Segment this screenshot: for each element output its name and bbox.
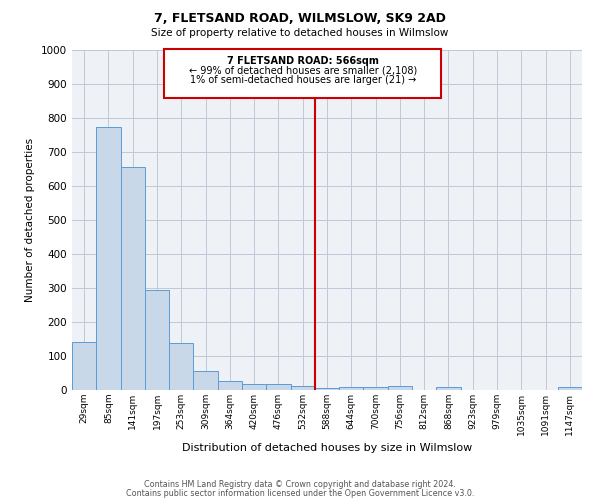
FancyBboxPatch shape — [164, 50, 441, 98]
X-axis label: Distribution of detached houses by size in Wilmslow: Distribution of detached houses by size … — [182, 443, 472, 453]
Bar — [315, 388, 339, 390]
Text: 1% of semi-detached houses are larger (21) →: 1% of semi-detached houses are larger (2… — [190, 75, 416, 85]
Bar — [436, 388, 461, 390]
Text: 7 FLETSAND ROAD: 566sqm: 7 FLETSAND ROAD: 566sqm — [227, 56, 379, 66]
Bar — [72, 342, 96, 390]
Bar — [121, 168, 145, 390]
Bar — [364, 388, 388, 390]
Bar — [218, 381, 242, 390]
Text: Contains HM Land Registry data © Crown copyright and database right 2024.: Contains HM Land Registry data © Crown c… — [144, 480, 456, 489]
Bar — [266, 384, 290, 390]
Text: Size of property relative to detached houses in Wilmslow: Size of property relative to detached ho… — [151, 28, 449, 38]
Y-axis label: Number of detached properties: Number of detached properties — [25, 138, 35, 302]
Bar — [388, 386, 412, 390]
Text: ← 99% of detached houses are smaller (2,108): ← 99% of detached houses are smaller (2,… — [188, 66, 417, 76]
Bar — [290, 386, 315, 390]
Text: 7, FLETSAND ROAD, WILMSLOW, SK9 2AD: 7, FLETSAND ROAD, WILMSLOW, SK9 2AD — [154, 12, 446, 26]
Bar — [145, 290, 169, 390]
Bar — [339, 388, 364, 390]
Bar — [193, 372, 218, 390]
Bar — [558, 388, 582, 390]
Text: Contains public sector information licensed under the Open Government Licence v3: Contains public sector information licen… — [126, 488, 474, 498]
Bar — [242, 384, 266, 390]
Bar — [169, 344, 193, 390]
Bar — [96, 126, 121, 390]
